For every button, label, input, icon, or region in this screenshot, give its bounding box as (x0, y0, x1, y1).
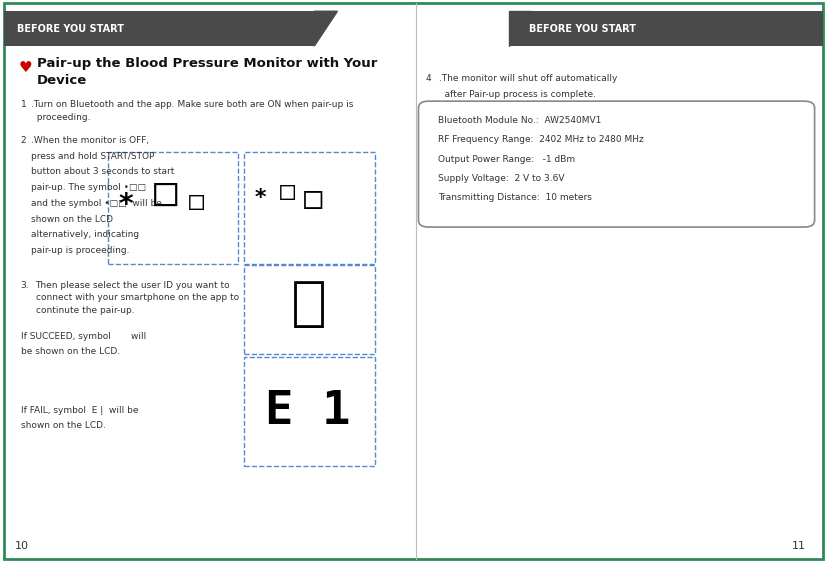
Text: *: * (117, 191, 134, 219)
Text: Bluetooth Module No.:  AW2540MV1: Bluetooth Module No.: AW2540MV1 (438, 116, 602, 125)
Text: .When the monitor is OFF,: .When the monitor is OFF, (31, 136, 150, 145)
Polygon shape (509, 11, 532, 46)
Text: ♥: ♥ (18, 60, 31, 75)
Bar (244, 265, 375, 354)
Text: press and hold START/STOP: press and hold START/STOP (31, 152, 155, 161)
Text: 3.: 3. (21, 281, 29, 290)
Text: E 1: E 1 (265, 389, 351, 434)
Text: If SUCCEED, symbol       will: If SUCCEED, symbol will (21, 332, 146, 341)
Text: alternatively, indicating: alternatively, indicating (31, 230, 140, 239)
Text: 10: 10 (15, 541, 29, 551)
Text: 4: 4 (426, 74, 432, 83)
Bar (108, 152, 238, 264)
Text: RF Frequency Range:  2402 MHz to 2480 MHz: RF Frequency Range: 2402 MHz to 2480 MHz (438, 135, 644, 144)
Text: □: □ (154, 175, 177, 213)
Text: and the symbol •□□  will be: and the symbol •□□ will be (31, 199, 162, 208)
Text: after Pair-up process is complete.: after Pair-up process is complete. (436, 90, 595, 99)
Text: 2: 2 (21, 136, 26, 145)
Bar (509, 11, 823, 46)
Text: Transmitting Distance:  10 meters: Transmitting Distance: 10 meters (438, 193, 592, 202)
Text: pair-up is proceeding.: pair-up is proceeding. (31, 246, 130, 255)
Text: shown on the LCD.: shown on the LCD. (21, 421, 106, 430)
Text: shown on the LCD: shown on the LCD (31, 215, 113, 224)
Text: 1: 1 (21, 100, 26, 109)
Text: □: □ (280, 180, 295, 204)
Text: be shown on the LCD.: be shown on the LCD. (21, 347, 120, 356)
Text: BEFORE YOU START: BEFORE YOU START (529, 24, 636, 34)
Text: ⎕: ⎕ (294, 285, 324, 333)
Text: □: □ (189, 191, 203, 214)
Text: .Turn on Bluetooth and the app. Make sure both are ON when pair-up is
  proceedi: .Turn on Bluetooth and the app. Make sur… (31, 100, 354, 121)
Text: Output Power Range:   -1 dBm: Output Power Range: -1 dBm (438, 155, 576, 164)
Text: BEFORE YOU START: BEFORE YOU START (17, 24, 123, 34)
Text: □: □ (304, 185, 322, 214)
Bar (244, 152, 375, 264)
Text: 11: 11 (792, 541, 806, 551)
Text: Pair-up the Blood Pressure Monitor with Your
Device: Pair-up the Blood Pressure Monitor with … (37, 57, 378, 87)
Text: Supply Voltage:  2 V to 3.6V: Supply Voltage: 2 V to 3.6V (438, 174, 565, 183)
FancyBboxPatch shape (418, 101, 815, 227)
Bar (244, 357, 375, 466)
Text: Then please select the user ID you want to
connect with your smartphone on the a: Then please select the user ID you want … (36, 281, 239, 315)
Text: button about 3 seconds to start: button about 3 seconds to start (31, 167, 174, 176)
Polygon shape (314, 11, 337, 46)
Text: *: * (254, 188, 267, 208)
Text: .The monitor will shut off automatically: .The monitor will shut off automatically (436, 74, 617, 83)
Bar (4, 11, 314, 46)
Text: If FAIL, symbol  E |  will be: If FAIL, symbol E | will be (21, 406, 138, 415)
Text: pair-up. The symbol •□□: pair-up. The symbol •□□ (31, 183, 146, 192)
